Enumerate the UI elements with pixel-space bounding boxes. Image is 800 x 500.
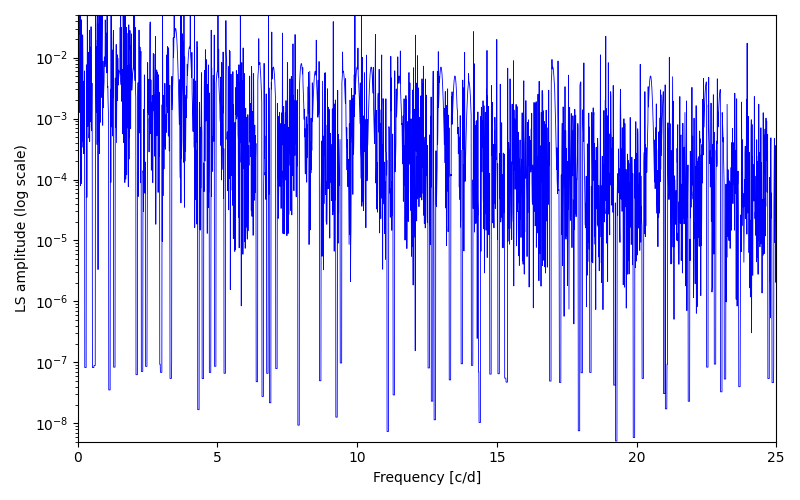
X-axis label: Frequency [c/d]: Frequency [c/d] (373, 471, 481, 485)
Y-axis label: LS amplitude (log scale): LS amplitude (log scale) (15, 144, 29, 312)
